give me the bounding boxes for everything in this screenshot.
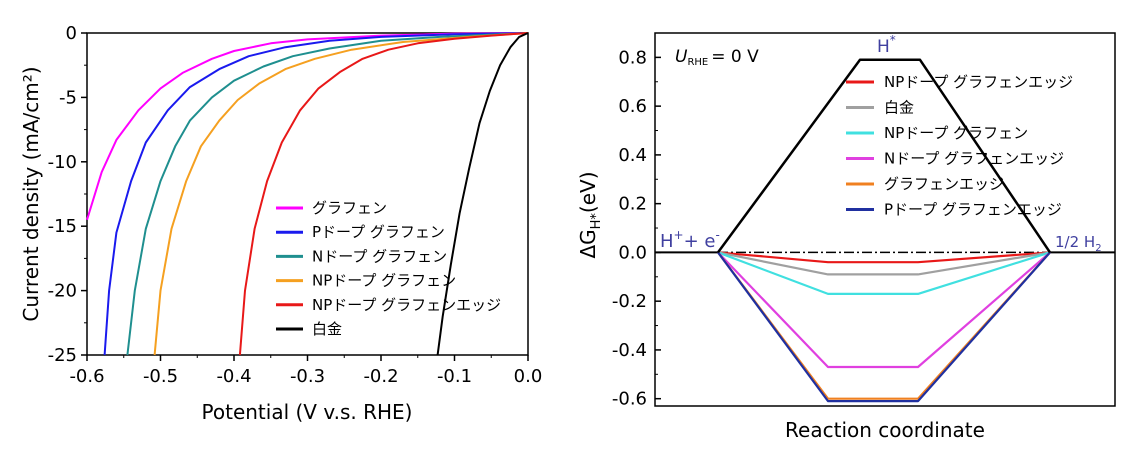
left-y-tick-label: -25 <box>48 345 77 366</box>
right-y-tick-label: 0.2 <box>618 194 647 215</box>
right-y-tick-label: 0.8 <box>618 47 647 68</box>
right-legend-label: Nドープ グラフェンエッジ <box>884 150 1064 168</box>
left-x-tick-label: 0.0 <box>514 366 543 387</box>
right-y-tick-label: 0.0 <box>618 242 647 263</box>
free-energy-profile <box>717 251 1051 369</box>
left-y-tick-label: 0 <box>66 23 77 44</box>
state-top-label: H* <box>877 33 896 57</box>
right-legend-label: Pドープ グラフェンエッジ <box>884 201 1062 219</box>
free-energy-profile <box>717 251 1051 264</box>
left-y-axis-label: Current density (mA/cm²) <box>19 66 43 321</box>
left-series-line <box>436 32 529 356</box>
right-axis-ticks: 0.8 0.6 0.4 0.2 0.0 -0.2 -0.4 -0.6 <box>612 47 661 410</box>
free-energy-profile <box>717 251 1051 276</box>
right-y-tick-label: -0.6 <box>612 389 647 410</box>
left-series-line <box>238 32 529 356</box>
left-y-tick-label: -20 <box>48 281 77 302</box>
free-energy-profile <box>717 251 1051 295</box>
right-chart: 0.8 0.6 0.4 0.2 0.0 -0.2 -0.4 -0.6 NPドープ グラフェンエ… <box>576 32 1116 442</box>
left-legend-label: Nドープ グラフェン <box>312 247 447 265</box>
left-legend-label: 白金 <box>312 320 342 338</box>
left-x-tick-label: -0.1 <box>437 366 472 387</box>
left-x-tick-label: -0.2 <box>363 366 398 387</box>
left-x-tick-label: -0.3 <box>290 366 325 387</box>
left-x-axis-label: Potential (V v.s. RHE) <box>202 400 413 424</box>
left-series-lines <box>86 32 529 356</box>
right-legend-label: 白金 <box>884 99 914 117</box>
right-y-tick-label: 0.6 <box>618 96 647 117</box>
left-x-tick-label: -0.6 <box>69 366 104 387</box>
state-right-label: 1/2 H2 <box>1055 233 1102 254</box>
left-legend-label: グラフェン <box>312 199 387 217</box>
left-x-tick-label: -0.5 <box>143 366 178 387</box>
left-y-tick-label: -10 <box>48 152 77 173</box>
left-legend-label: Pドープ グラフェン <box>312 223 445 241</box>
left-series-line <box>86 32 529 221</box>
right-plot-frame <box>654 32 1116 407</box>
condition-label: URHE = 0 V <box>675 47 759 68</box>
left-series-line <box>103 32 529 356</box>
right-y-axis-label: ΔGH*(eV) <box>576 171 604 258</box>
right-x-axis-label: Reaction coordinate <box>785 418 985 442</box>
left-legend-label: NPドープ グラフェン <box>312 272 456 290</box>
left-legend-label: NPドープ グラフェンエッジ <box>312 296 501 314</box>
left-series-line <box>153 32 529 356</box>
left-y-tick-label: -15 <box>48 216 77 237</box>
right-legend-label: グラフェンエッジ <box>884 175 1004 193</box>
left-axis-ticks: -0.6 -0.5 -0.4 -0.3 -0.2 -0.1 0.0 0 -5 -10 -15 -20 -… <box>48 23 543 387</box>
right-series-lines <box>655 58 1115 403</box>
left-legend: グラフェン Pドープ グラフェン Nドープ グラフェン NPドープ グラフェン NPドー… <box>276 199 501 338</box>
state-left-label: H++ e- <box>660 228 720 252</box>
right-y-tick-label: -0.2 <box>612 291 647 312</box>
left-chart: -0.6 -0.5 -0.4 -0.3 -0.2 -0.1 0.0 0 -5 -10 -15 -20 -… <box>19 23 542 424</box>
left-series-line <box>126 32 529 356</box>
right-legend-label: NPドープ グラフェンエッジ <box>884 73 1073 91</box>
right-y-tick-label: -0.4 <box>612 340 647 361</box>
left-y-tick-label: -5 <box>59 87 77 108</box>
free-energy-profile <box>717 251 1051 403</box>
left-x-tick-label: -0.4 <box>216 366 251 387</box>
right-legend-label: NPドープ グラフェン <box>884 124 1028 142</box>
right-y-tick-label: 0.4 <box>618 145 647 166</box>
free-energy-profile <box>716 58 1052 254</box>
